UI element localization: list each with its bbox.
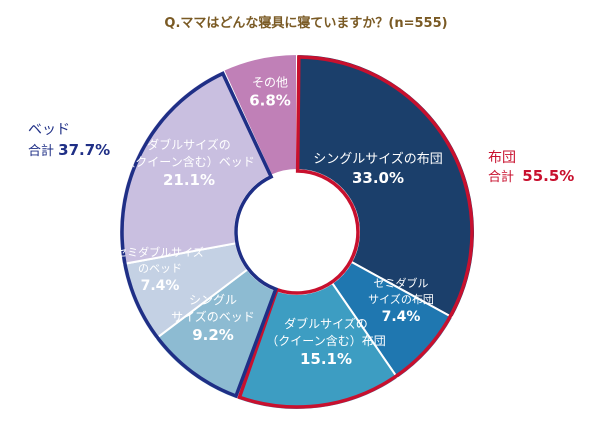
slice-5-label-line-1: セミダブルサイズ — [116, 245, 204, 259]
slice-2-label-line-1: セミダブル — [374, 276, 429, 290]
futon-group-name: 布団 — [488, 150, 516, 166]
slice-5-value: 7.4% — [141, 278, 180, 294]
slice-4-label-line-2: サイズのベッド — [171, 309, 255, 324]
slice-4-label-line-1: シングル — [189, 293, 237, 307]
bed-group-outline — [120, 71, 278, 399]
chart-title: Q.ママはどんな寝具に寝ていますか？(n=555) — [164, 16, 448, 31]
slice-4-value: 9.2% — [192, 326, 234, 344]
futon-total-value: 55.5% — [522, 167, 575, 185]
slice-7-label-line-1: その他 — [252, 76, 288, 90]
futon-group-total: 合計 55.5% — [488, 166, 574, 188]
slice-6-label-line-2: （クイーン含む）ベッド — [123, 154, 254, 169]
bed-total-value: 37.7% — [58, 141, 111, 159]
slice-1-value: 33.0% — [352, 169, 404, 187]
slice-2-value: 7.4% — [382, 309, 421, 325]
slice-3-value: 15.1% — [300, 350, 352, 368]
slice-6-value: 21.1% — [163, 171, 215, 189]
slice-1-label-line-1: シングルサイズの布団 — [313, 151, 443, 167]
slice-3-label-line-2: （クイーン含む）布団 — [266, 333, 385, 348]
slice-5-label-line-2: のベッド — [138, 262, 182, 275]
slice-3-label-line-1: ダブルサイズの — [284, 316, 368, 331]
futon-total-label: 合計 — [488, 170, 515, 185]
bed-group-total: 合計 37.7% — [28, 140, 110, 162]
bed-total-label: 合計 — [28, 144, 55, 159]
slice-2-label-line-2: サイズの布団 — [368, 292, 434, 306]
bed-group-name: ベッド — [28, 122, 70, 138]
slice-6-label-line-1: ダブルサイズの — [147, 137, 231, 152]
slice-7 — [221, 52, 298, 177]
futon-group-outline — [237, 55, 474, 409]
slice-7-value: 6.8% — [249, 92, 291, 110]
